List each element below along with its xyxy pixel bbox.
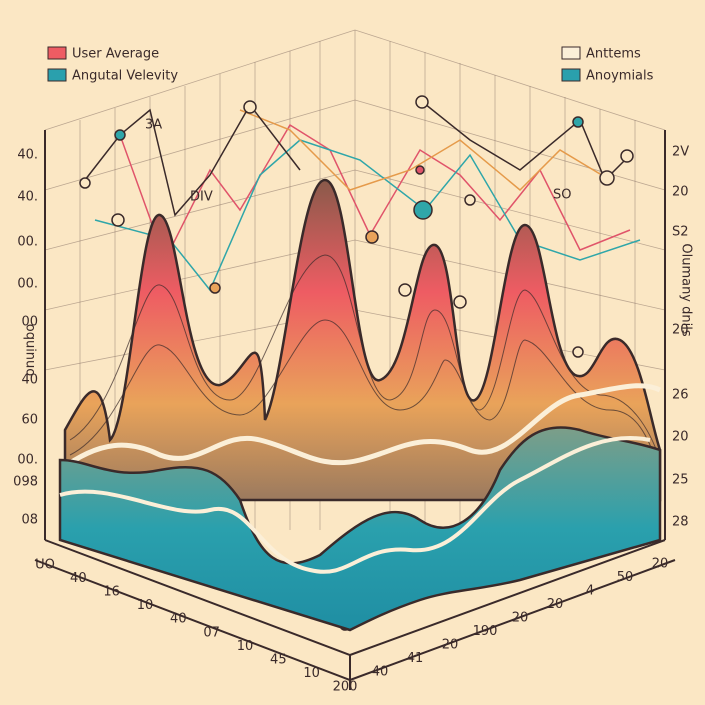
bottom-left-label: 10 [303, 666, 320, 681]
warm-layer [63, 178, 662, 502]
right-axis-label: 28 [672, 515, 689, 530]
left-axis-title: oquinuo [23, 324, 38, 377]
left-axis-label: 60 [21, 413, 38, 428]
bottom-right-label: 50 [617, 570, 634, 585]
left-axis-label: 40. [17, 148, 38, 163]
bottom-right-label: 190 [473, 624, 498, 639]
bottom-left-label: 45 [270, 652, 287, 667]
bottom-left-label: UO [35, 558, 55, 573]
bottom-left-label: 16 [103, 585, 120, 600]
left-axis-label: 098 [13, 475, 38, 490]
right-axis-label: 2V [672, 145, 689, 160]
bottom-right-label: 20 [652, 557, 669, 572]
bottom-left-label: 07 [203, 625, 220, 640]
right-axis-label: S2 [672, 225, 689, 240]
bottom-right-label: 40 [372, 665, 389, 680]
legend-label: User Average [72, 47, 159, 62]
bottom-right-label: 41 [407, 651, 424, 666]
bottom-left-label: 40 [170, 612, 187, 627]
legend-label: Anttems [586, 47, 641, 62]
annotation: DIV [190, 190, 213, 205]
legend-label: Anoymials [586, 69, 654, 84]
right-axis-label: 25 [672, 473, 689, 488]
bottom-left-label: 10 [137, 598, 154, 613]
left-axis-label: 00. [17, 453, 38, 468]
right-axis-label: 20 [672, 185, 689, 200]
axes [34, 130, 676, 690]
contour-lines [69, 254, 661, 471]
legend-swatch [47, 68, 67, 82]
right-axis-label: 20 [672, 430, 689, 445]
annotation: 3A [145, 118, 162, 133]
bottom-left-label: 40 [70, 571, 87, 586]
legend-swatch [47, 46, 67, 60]
legend-swatch [561, 68, 581, 82]
bottom-right-label: 20 [442, 638, 459, 653]
bottom-left-label: 10 [237, 639, 254, 654]
bottom-right-label: 4 [586, 584, 594, 599]
annotation: SO [553, 188, 571, 203]
teal-layer [58, 426, 662, 632]
front-ribbon [59, 436, 651, 574]
cream-ribbon [58, 383, 662, 473]
left-axis-label: 40 [21, 373, 38, 388]
left-axis-label: 00. [17, 235, 38, 250]
bottom-right-label: 20 [512, 611, 529, 626]
legend-swatch [561, 46, 581, 60]
bottom-right-label: 20 [547, 597, 564, 612]
right-axis-label: 20 [672, 323, 689, 338]
left-axis-label: 08 [21, 513, 38, 528]
right-axis-title: Olumany dnils [679, 243, 694, 336]
left-axis-label: 00. [17, 277, 38, 292]
left-axis-label: 40. [17, 190, 38, 205]
legend-label: Angutal Velevity [72, 69, 178, 84]
left-axis-label: 00 [21, 315, 38, 330]
right-axis-label: 26 [672, 388, 689, 403]
bottom-left-label: 200 [333, 680, 358, 695]
